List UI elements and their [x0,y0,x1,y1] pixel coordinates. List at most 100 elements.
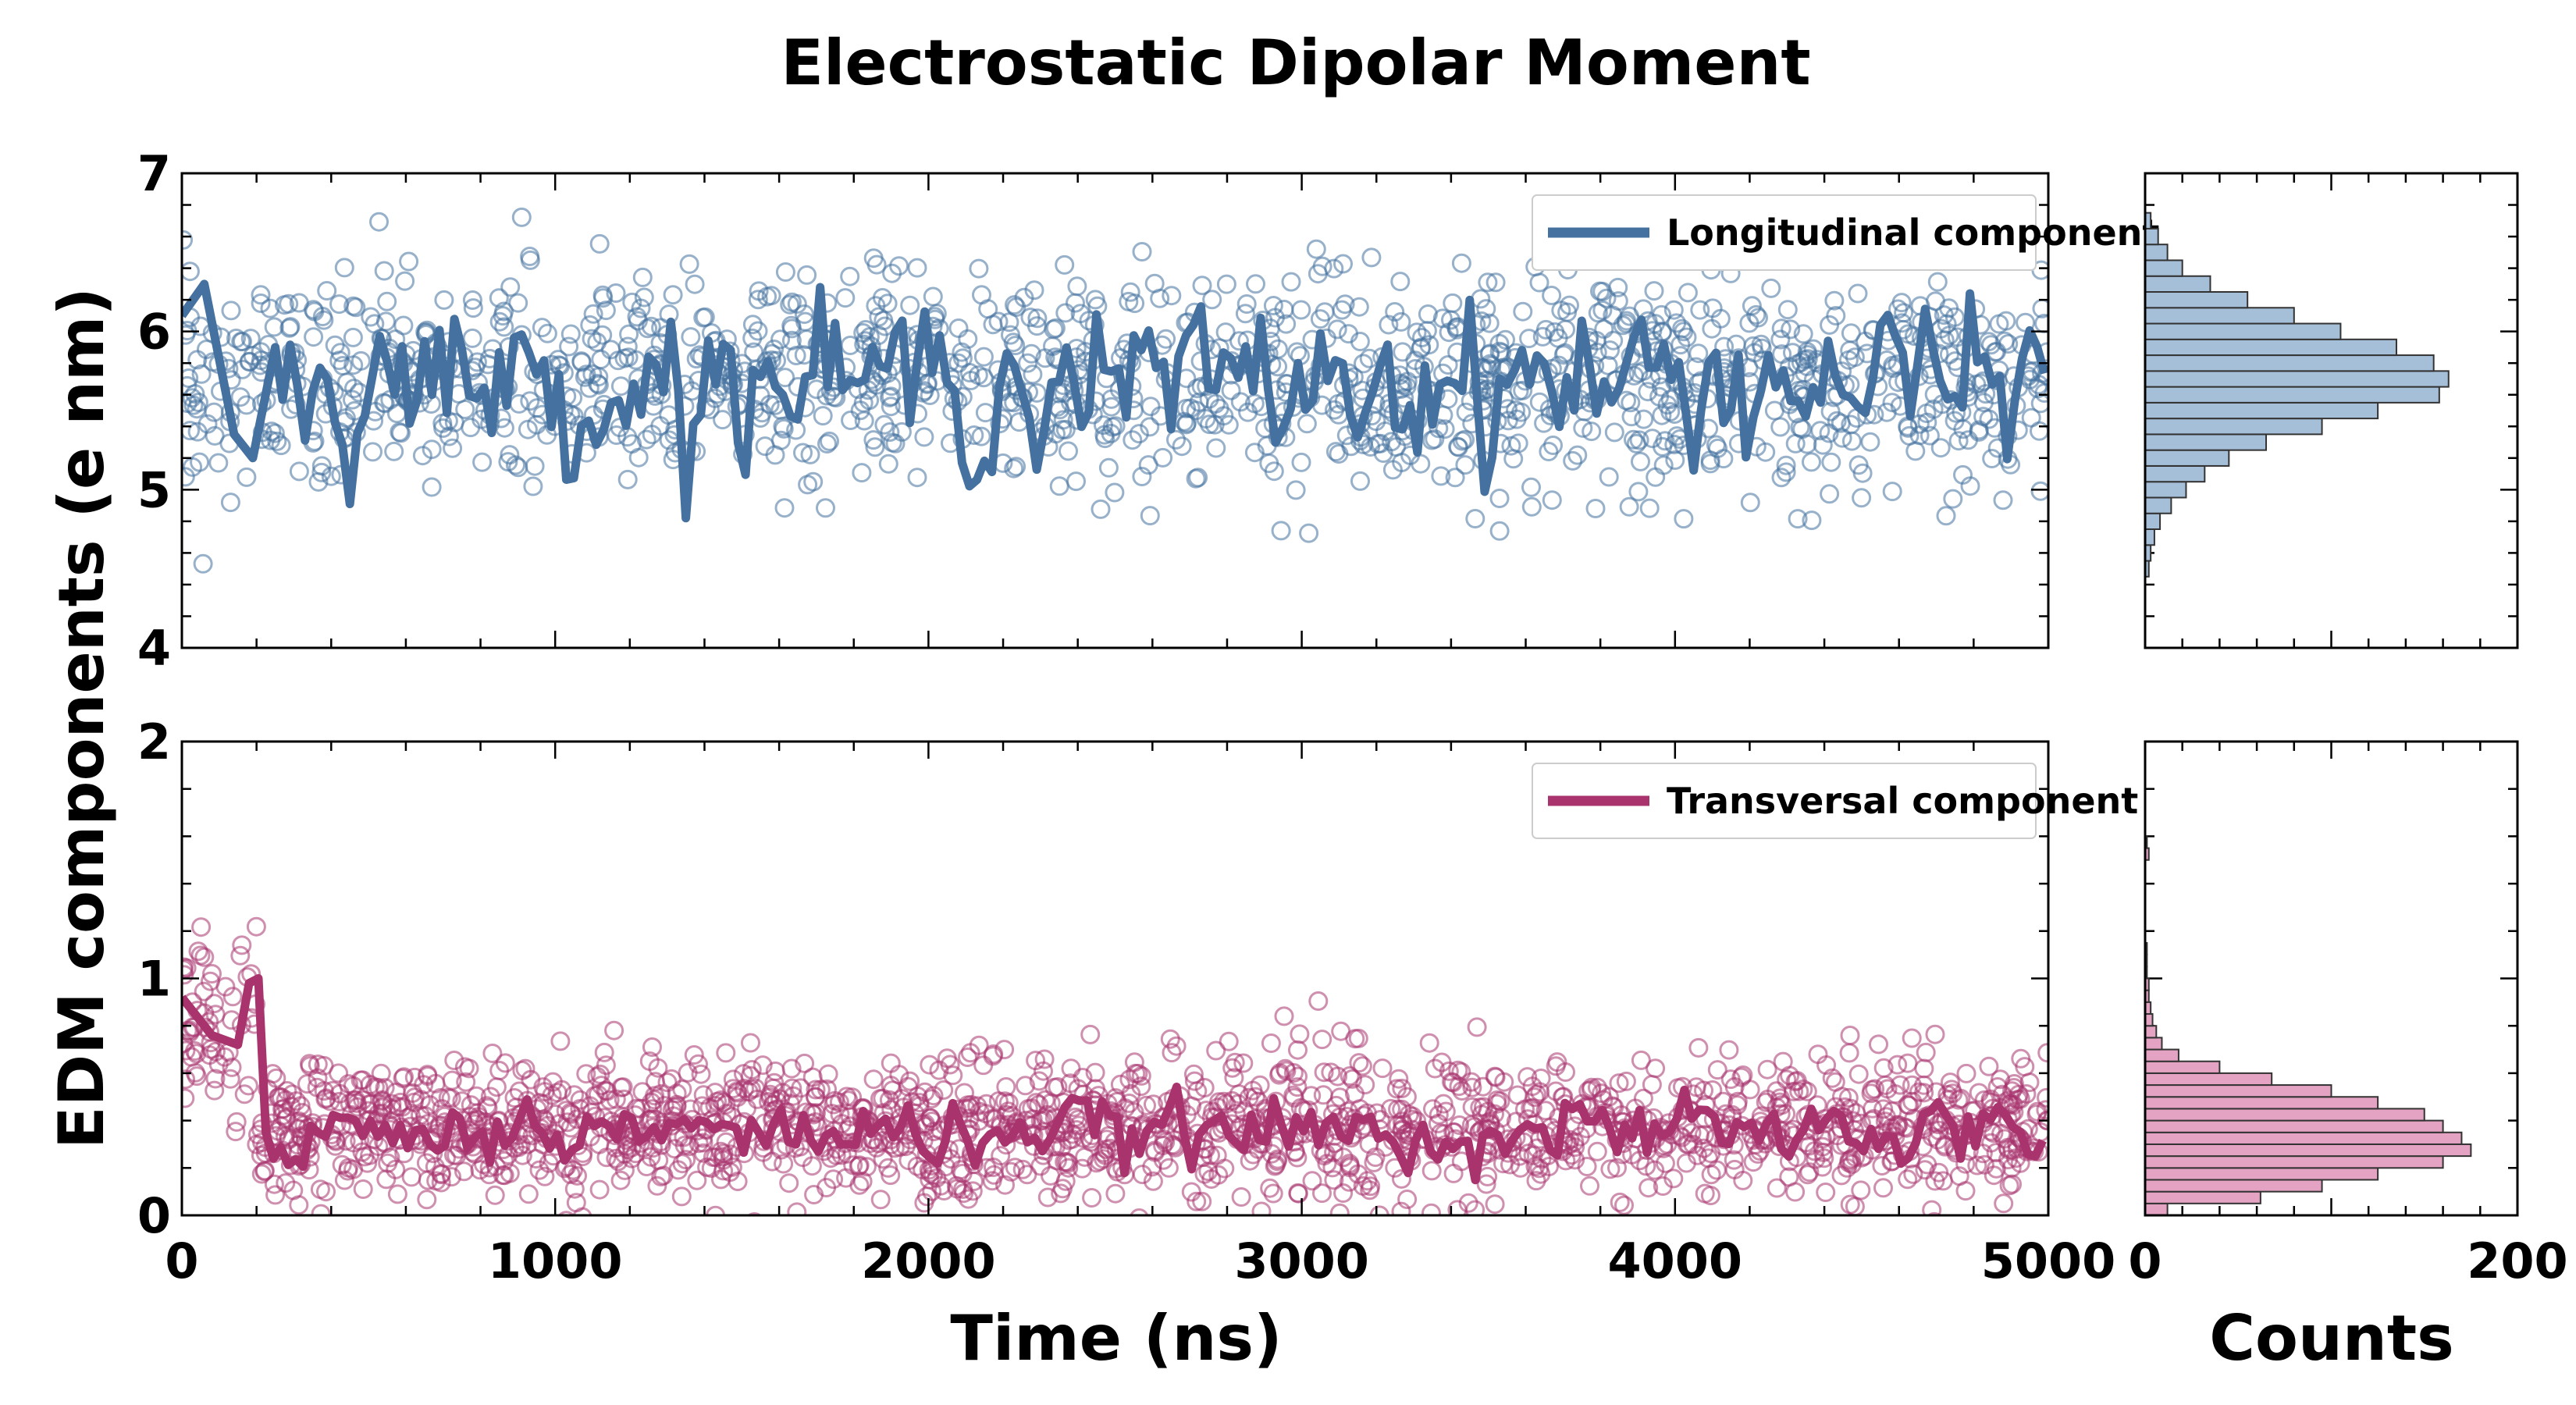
data-point [1914,1058,1934,1079]
data-point [508,293,528,313]
y-tick-label: 2 [137,713,171,770]
data-point [1909,414,1930,434]
data-point [2036,1100,2048,1120]
data-point [1219,1031,1239,1051]
data-point [1140,397,1161,417]
data-point [1577,1157,1597,1176]
data-point [1927,272,1948,292]
data-point [1199,414,1219,435]
data-point [1485,1194,1505,1215]
data-point [350,1070,371,1090]
data-point [1091,499,1111,519]
data-point [1018,353,1038,373]
data-point [433,418,454,438]
data-point [1268,357,1288,377]
data-point [1638,1178,1659,1198]
data-point [1443,1163,1464,1183]
data-point [195,1017,215,1037]
data-point [1767,1178,1787,1198]
data-point [593,288,614,308]
data-point [591,1076,611,1096]
data-point [1271,521,1291,541]
data-point [1261,1033,1281,1053]
data-point [560,324,581,344]
data-point [1373,443,1393,463]
data-point [182,1088,195,1108]
data-point [907,258,927,278]
data-point [182,261,200,282]
data-point [1290,1024,1310,1044]
data-point [511,1135,531,1155]
data-point [1501,436,1521,456]
data-point [279,318,300,338]
data-point [485,1185,505,1205]
data-point [1067,276,1087,297]
data-point [636,429,656,450]
y-tick-label: 1 [137,951,171,1008]
data-point [1902,1091,1923,1112]
data-point [820,1148,841,1168]
data-point [1216,274,1236,294]
data-point [431,1172,451,1193]
data-point [1482,355,1502,375]
data-point [631,298,651,318]
data-point [1776,455,1796,475]
data-point [500,277,521,297]
data-point [840,266,860,286]
data-point [984,1158,1003,1177]
data-point [706,1147,726,1168]
data-point [1979,409,1999,429]
data-point [332,1154,352,1175]
data-point [1713,449,1734,469]
data-point [1785,1182,1806,1202]
data-point [1048,1077,1068,1097]
data-point [1382,460,1403,480]
data-point [1333,1183,1354,1203]
data-point [390,422,410,442]
data-point [958,329,978,349]
data-point [1510,1158,1531,1178]
x-tick-label: 5000 [1981,1232,2116,1289]
data-point [1340,1066,1360,1086]
data-point [1239,1087,1259,1108]
legend: Longitudinal component [1532,194,2159,271]
data-point [1329,444,1349,464]
data-point [1094,1149,1114,1169]
data-point [443,438,463,458]
data-point [489,311,510,332]
data-point [1557,302,1578,322]
data-point [1392,1120,1412,1140]
data-point [230,945,251,966]
data-point [564,1179,585,1199]
data-point [1222,1058,1243,1078]
data-point [647,1176,667,1196]
data-point [1604,422,1624,443]
data-point [422,477,442,497]
data-point [1771,318,1791,339]
data-point [194,981,214,1001]
data-point [741,1033,760,1053]
data-point [797,265,817,285]
data-point [1998,1140,2019,1160]
data-point [234,1084,254,1104]
data-point [185,1041,205,1061]
data-point [1140,506,1160,526]
data-point [634,287,654,308]
data-point [1026,316,1047,336]
data-point [582,329,602,349]
data-point [2027,379,2048,399]
data-point [525,456,545,476]
data-point [1461,1072,1482,1092]
data-point [958,1048,977,1067]
data-point [417,1190,437,1210]
data-point [205,1005,226,1025]
data-point [1872,1156,1892,1176]
data-point [664,1097,684,1117]
data-point [1470,1097,1490,1118]
data-point [1714,336,1735,357]
data-point [1969,1083,1989,1103]
data-point [1681,1122,1702,1143]
data-point [376,1169,397,1190]
histogram-bar [2144,1037,2163,1051]
data-point [800,444,820,464]
